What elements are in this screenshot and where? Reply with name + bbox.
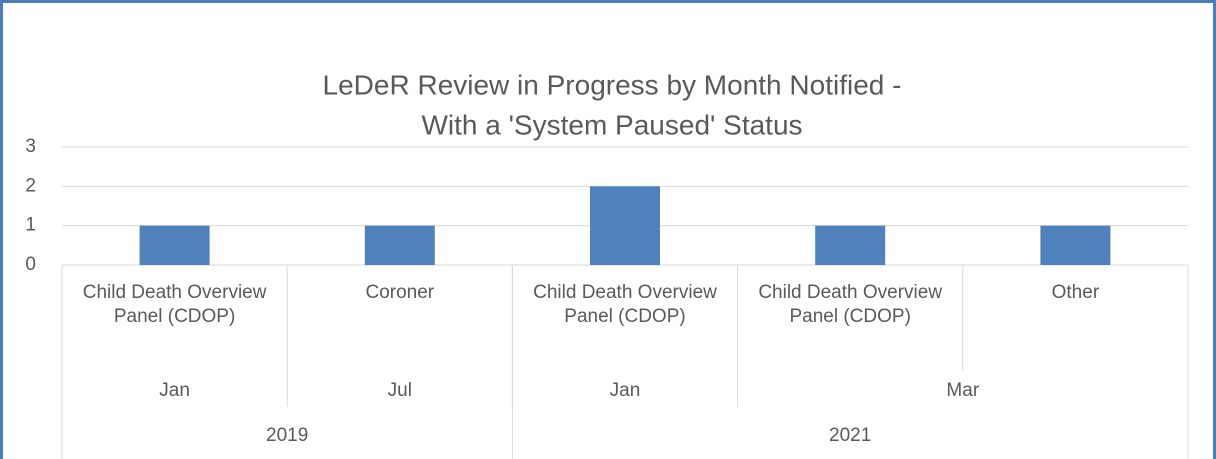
y-tick-label: 2	[25, 175, 36, 196]
x-tick-label: Other	[1051, 282, 1100, 303]
year-label: 2019	[266, 425, 308, 446]
chart-title: With a 'System Paused' Status	[421, 109, 802, 140]
bar	[1040, 225, 1111, 265]
y-tick-label: 3	[25, 136, 36, 157]
month-label: Jul	[388, 380, 412, 401]
month-label: Jan	[159, 380, 190, 401]
x-tick-label: Child Death Overview Panel (CDOP)	[758, 282, 943, 327]
month-label: Jan	[610, 380, 641, 401]
bar	[590, 186, 660, 265]
y-tick-label: 1	[25, 215, 36, 236]
x-tick-label: Coroner	[365, 282, 435, 303]
chart-title: LeDeR Review in Progress by Month Notifi…	[323, 69, 902, 100]
bar	[815, 225, 886, 265]
x-tick-label: Child Death Overview Panel (CDOP)	[82, 282, 267, 327]
bar	[364, 225, 435, 265]
bar	[139, 225, 210, 265]
month-label: Mar	[946, 380, 979, 401]
year-label: 2021	[829, 425, 871, 446]
y-tick-label: 0	[25, 254, 36, 275]
x-tick-label: Child Death Overview Panel (CDOP)	[533, 282, 717, 327]
